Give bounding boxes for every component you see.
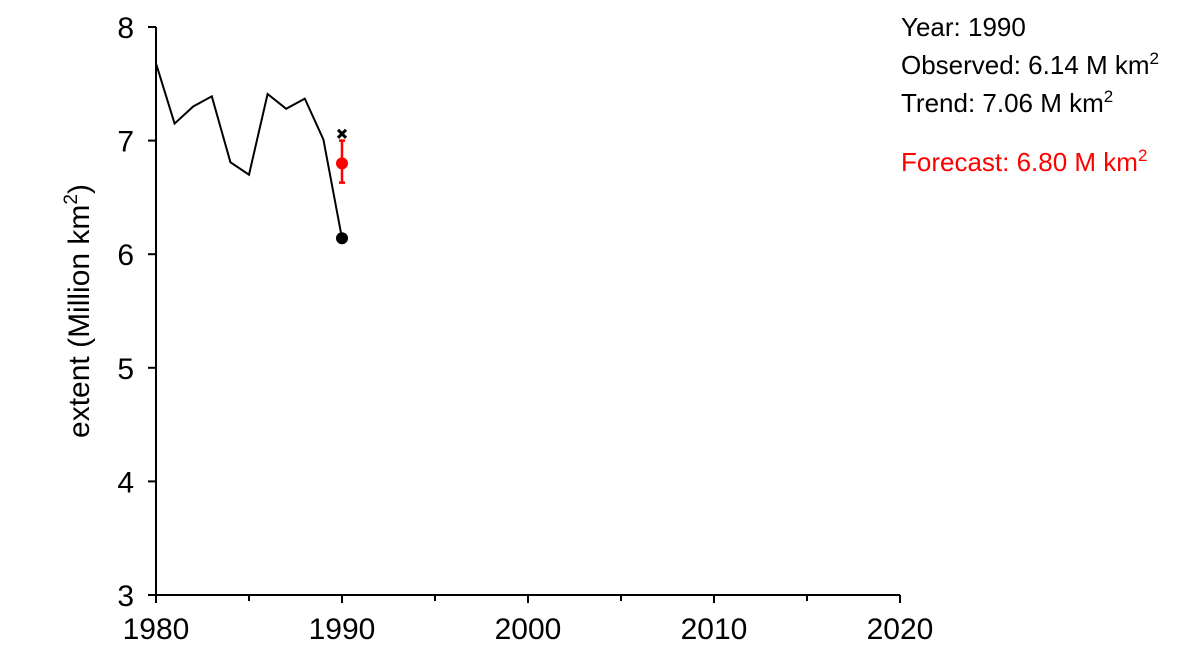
info-forecast-superscript: 2 <box>1137 146 1148 165</box>
extent-line <box>155 63 343 239</box>
y-tick-label: 4 <box>117 466 134 499</box>
x-tick-label: 1990 <box>309 613 376 646</box>
y-tick-label: 3 <box>117 580 134 613</box>
info-trend-superscript: 2 <box>1103 87 1114 106</box>
x-tick-label: 1980 <box>123 613 190 646</box>
x-tick-label: 2000 <box>495 613 562 646</box>
y-tick-label: 7 <box>117 126 134 159</box>
x-tick-label: 2020 <box>867 613 934 646</box>
y-axis-title-close: ) <box>63 184 96 194</box>
info-observed: Observed: 6.14 M km2 <box>901 49 1160 80</box>
y-tick-label: 6 <box>117 239 134 272</box>
info-observed-superscript: 2 <box>1149 49 1160 68</box>
y-axis-title-superscript: 2 <box>61 194 82 205</box>
info-forecast: Forecast: 6.80 M km2 <box>901 146 1148 177</box>
y-axis-title: extent (Million km2) <box>61 184 96 438</box>
info-year: Year: 1990 <box>901 12 1026 42</box>
y-tick-label: 8 <box>117 12 134 45</box>
trend-marker-stroke <box>336 128 348 139</box>
trend-point <box>336 128 348 139</box>
axes: 3 4 5 6 7 8 1980 1990 2000 2010 2020 <box>117 12 933 646</box>
markers <box>336 128 348 245</box>
info-trend: Trend: 7.06 M km2 <box>901 87 1114 118</box>
y-tick-label: 5 <box>117 353 134 386</box>
forecast-point <box>336 157 348 170</box>
x-tick-label: 2010 <box>681 613 748 646</box>
series <box>155 63 343 239</box>
observed-point <box>336 232 348 245</box>
